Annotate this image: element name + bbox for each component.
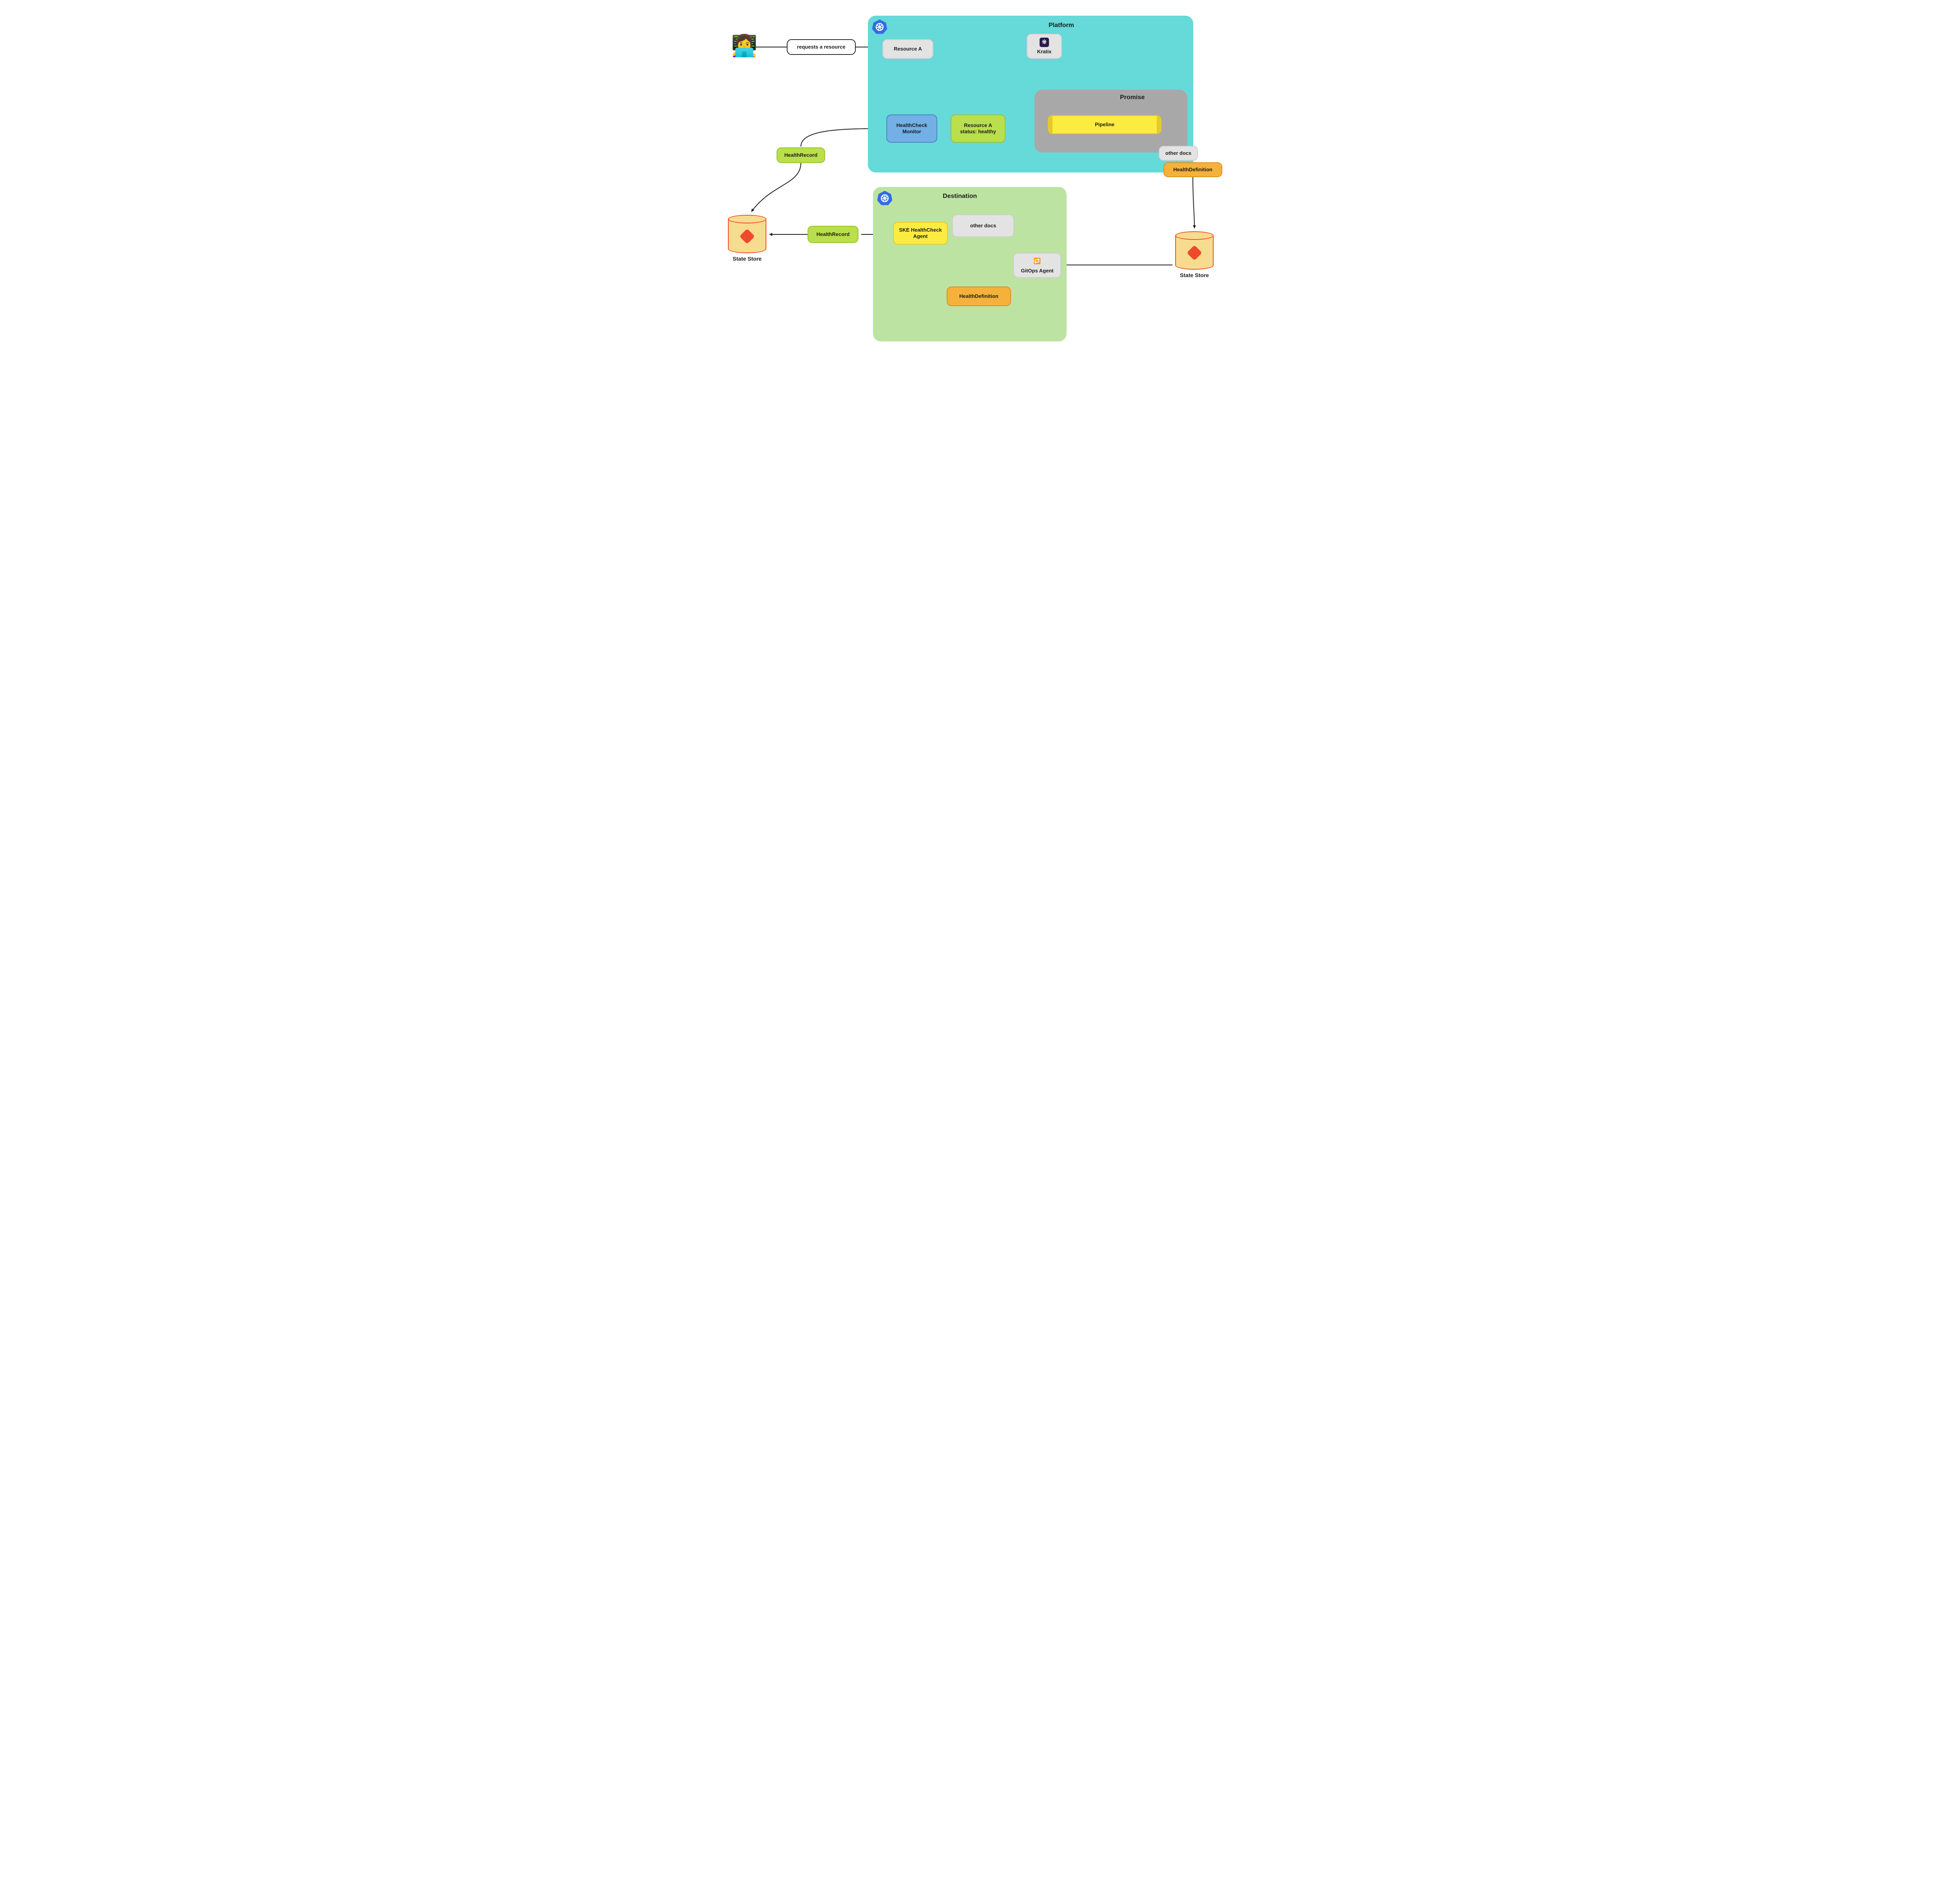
node-label-otherdocs1: other docs [1165, 150, 1191, 156]
node-label-hrec2: HealthRecord [817, 231, 850, 238]
region-title-promise: Promise [1120, 94, 1145, 101]
node-gitops: 🔁 GitOps Agent [1013, 253, 1061, 278]
node-pipeline: Pipeline [1048, 115, 1161, 134]
node-label-pipeline: Pipeline [1095, 122, 1114, 128]
user-icon: 👩‍💻 [731, 35, 757, 56]
gitops-icon: 🔁 [1033, 257, 1042, 266]
k8s-icon-destination [877, 190, 893, 206]
node-healthdef1: HealthDefinition [1163, 162, 1222, 177]
statestore-store2: State Store [1175, 231, 1214, 278]
node-resAh: Resource A status: healthy [951, 114, 1005, 143]
diagram-stage: Platform Promise Destination requests a res… [724, 0, 1236, 377]
node-otherdocs2: other docs [952, 214, 1014, 237]
node-label-otherdocs2: other docs [970, 223, 996, 229]
node-label-hcm: HealthCheck Monitor [891, 122, 933, 134]
region-title-dest: Destination [943, 193, 977, 200]
node-hrec2: HealthRecord [808, 226, 858, 243]
node-label-healthdef2: HealthDefinition [959, 293, 998, 299]
node-label-req: requests a resource [797, 44, 846, 50]
node-healthdef2: HealthDefinition [947, 287, 1011, 306]
node-label-hrec1: HealthRecord [784, 152, 818, 158]
node-label-healthdef1: HealthDefinition [1173, 167, 1212, 173]
node-label-kratix: Kratix [1037, 49, 1052, 55]
region-title-platform: Platform [1049, 22, 1074, 29]
node-label-gitops: GitOps Agent [1021, 268, 1053, 274]
statestore-label-store2: State Store [1175, 272, 1214, 278]
node-req: requests a resource [787, 39, 856, 55]
edge-9 [1193, 177, 1194, 228]
node-label-resA: Resource A [894, 46, 922, 52]
node-resA: Resource A [882, 39, 933, 59]
node-label-ske: SKE HealthCheck Agent [898, 227, 943, 239]
k8s-icon-platform [872, 19, 887, 34]
node-hcm: HealthCheck Monitor [886, 114, 937, 143]
edge-8 [751, 163, 801, 212]
node-hrec1: HealthRecord [777, 147, 825, 163]
statestore-store1: State Store [728, 215, 766, 262]
statestore-label-store1: State Store [728, 256, 766, 262]
kratix-icon: ※ [1040, 38, 1049, 47]
node-otherdocs1: other docs [1159, 146, 1198, 161]
node-ske: SKE HealthCheck Agent [893, 222, 948, 245]
node-label-resAh: Resource A status: healthy [960, 122, 996, 134]
node-kratix: ※ Kratix [1027, 34, 1062, 59]
